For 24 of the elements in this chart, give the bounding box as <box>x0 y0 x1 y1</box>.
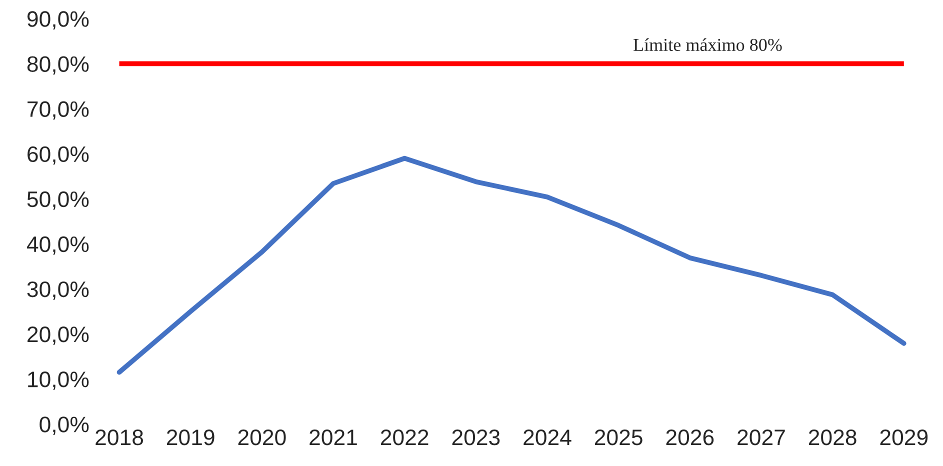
y-tick-label: 40,0% <box>26 236 89 255</box>
y-tick-label: 90,0% <box>27 11 89 30</box>
x-tick-label: 2029 <box>880 430 928 446</box>
y-tick-label: 20,0% <box>28 326 89 345</box>
x-tick-label: 2028 <box>808 430 856 446</box>
y-tick-label: 50,0% <box>27 191 89 210</box>
x-tick-label: 2024 <box>524 430 572 446</box>
x-tick-label: 2018 <box>96 430 144 446</box>
y-tick-label: 0,0% <box>40 416 89 435</box>
x-tick-label: 2027 <box>738 430 785 446</box>
y-tick-label: 30,0% <box>27 281 89 300</box>
y-tick-label: 10,0% <box>28 372 89 390</box>
y-tick-label: 70,0% <box>28 101 89 120</box>
x-tick-label: 2022 <box>380 430 428 446</box>
x-tick-label: 2025 <box>594 430 642 446</box>
x-tick-label: 2023 <box>452 430 500 446</box>
ref-line-label: Límite máximo 80% <box>634 38 782 52</box>
x-tick-label: 2026 <box>666 430 714 446</box>
x-tick-label: 2021 <box>310 430 357 446</box>
y-tick-label: 80,0% <box>27 56 89 75</box>
line-series <box>116 156 906 375</box>
x-tick-label: 2019 <box>167 430 214 446</box>
y-tick-label: 60,0% <box>28 146 89 165</box>
x-tick-label: 2020 <box>238 430 286 446</box>
